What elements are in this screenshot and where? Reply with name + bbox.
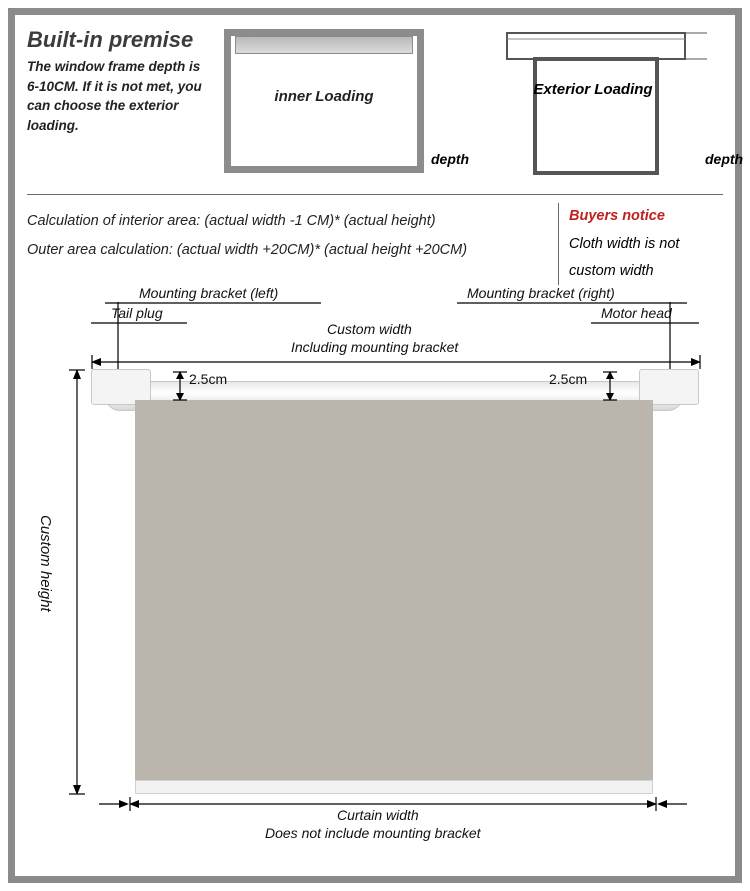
motor-head-label: Motor head (601, 305, 672, 321)
calc-section: Calculation of interior area: (actual wi… (27, 195, 723, 285)
exterior-loading-label: Exterior Loading (489, 81, 697, 98)
custom-height-arrow (69, 369, 85, 795)
gap-right-arrow (603, 371, 617, 401)
motor-head-underline (591, 322, 699, 324)
curtain-width-label: Curtain width (337, 807, 419, 823)
custom-width-label: Custom width (327, 321, 412, 337)
calc-formulas: Calculation of interior area: (actual wi… (27, 203, 558, 285)
buyers-notice-title: Buyers notice (569, 203, 723, 231)
gap-left-label: 2.5cm (189, 371, 227, 387)
blind-bottom-bar (135, 780, 653, 794)
custom-width-arrow (91, 355, 701, 369)
exterior-svg (489, 31, 719, 191)
mount-left-label: Mounting bracket (left) (139, 285, 278, 301)
including-bracket-label: Including mounting bracket (291, 339, 458, 355)
buyers-notice-box: Buyers notice Cloth width is not custom … (558, 203, 723, 285)
gap-right-label: 2.5cm (549, 371, 587, 387)
inner-roller-icon (235, 36, 413, 54)
curtain-left-tick (99, 797, 129, 811)
buyers-notice-body: Cloth width is not custom width (569, 231, 723, 286)
outer-frame: Built-in premise The window frame depth … (8, 8, 742, 883)
inner-depth-label: depth (431, 151, 469, 167)
exterior-loading-diagram: Exterior Loading (489, 31, 719, 191)
inner-loading-label: inner Loading (231, 88, 417, 105)
blind-fabric (135, 400, 653, 780)
content-area: Built-in premise The window frame depth … (15, 15, 735, 876)
leader-right (669, 302, 671, 370)
leader-left (117, 302, 119, 370)
gap-left-arrow (173, 371, 187, 401)
premise-body: The window frame depth is 6-10CM. If it … (27, 57, 212, 135)
curtain-right-tick (657, 797, 687, 811)
calc-outer: Outer area calculation: (actual width +2… (27, 236, 558, 265)
blind-diagram: Mounting bracket (left) Mounting bracket… (27, 285, 723, 845)
exterior-depth-label: depth (705, 151, 743, 167)
premise-section: Built-in premise The window frame depth … (27, 27, 723, 195)
curtain-note-label: Does not include mounting bracket (265, 825, 481, 841)
custom-height-label: Custom height (37, 515, 54, 612)
mount-right-underline (457, 302, 687, 304)
tail-plug-underline (91, 322, 187, 324)
mount-right-label: Mounting bracket (right) (467, 285, 615, 301)
inner-loading-diagram: inner Loading (224, 29, 424, 173)
calc-interior: Calculation of interior area: (actual wi… (27, 207, 558, 236)
mount-left-underline (105, 302, 321, 304)
